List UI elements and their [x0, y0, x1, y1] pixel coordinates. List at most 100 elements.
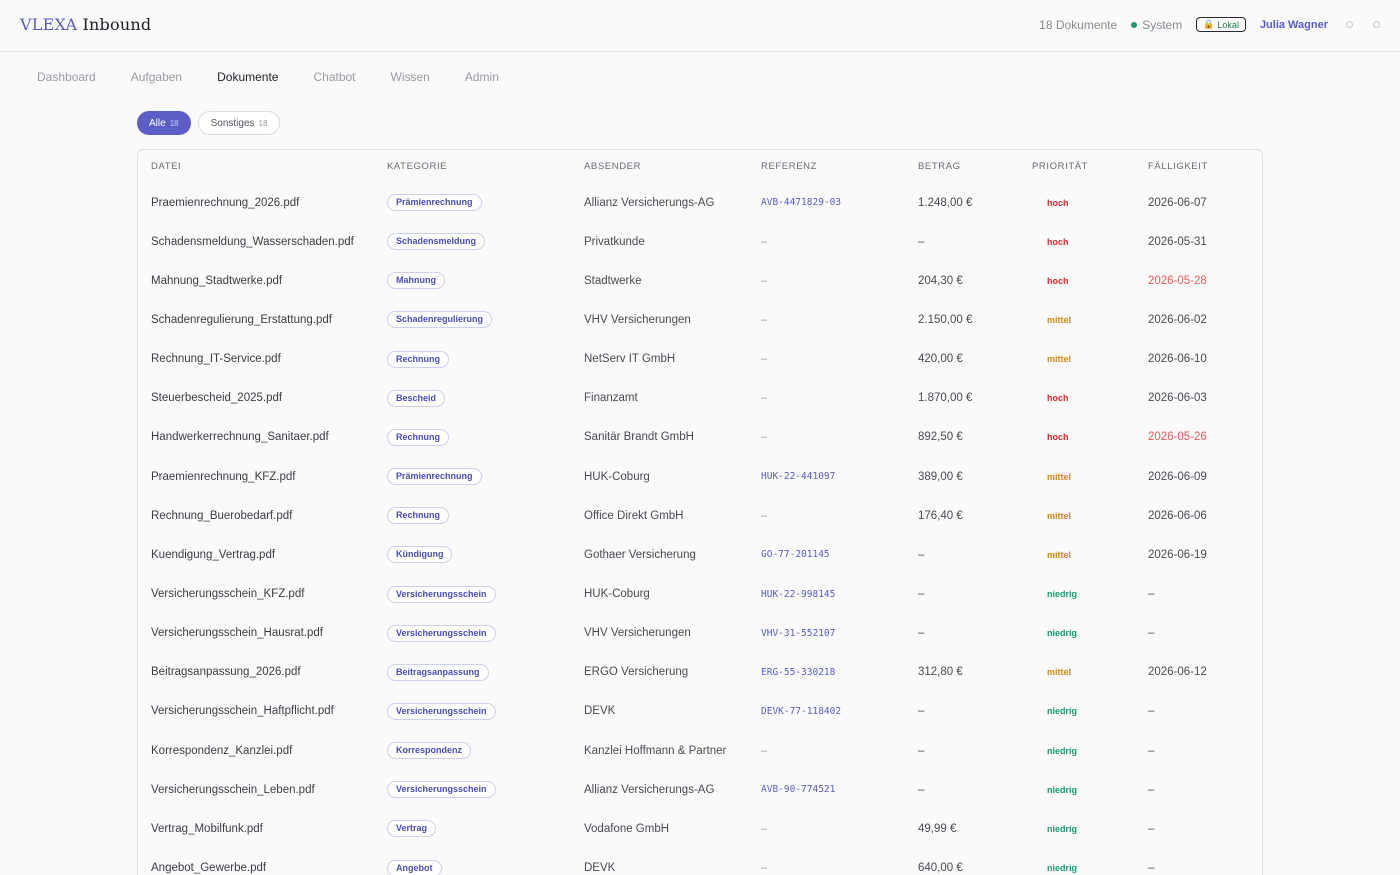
category-badge: Versicherungsschein	[387, 624, 496, 642]
file-name-cell: Versicherungsschein_Hausrat.pdf	[151, 614, 323, 653]
file-name[interactable]: Korrespondenz_Kanzlei.pdf	[151, 744, 293, 757]
amount-cell: 1.870,00 €	[918, 379, 972, 418]
reference: VHV-31-552107	[761, 627, 836, 639]
file-name[interactable]: Steuerbescheid_2025.pdf	[151, 392, 283, 405]
table-row[interactable]: Rechnung_IT-Service.pdf Rechnung NetServ I…	[138, 340, 1262, 379]
file-name-cell: Versicherungsschein_KFZ.pdf	[151, 575, 304, 614]
table-row[interactable]: Handwerkerrechnung_Sanitaer.pdf Rechnung S…	[138, 418, 1262, 457]
file-name[interactable]: Beitragsanpassung_2026.pdf	[151, 666, 301, 679]
reference: –	[761, 862, 768, 875]
due-date-cell: –	[1148, 849, 1154, 875]
file-name[interactable]: Versicherungsschein_Hausrat.pdf	[151, 627, 323, 640]
sender: VHV Versicherungen	[584, 313, 691, 326]
sender: Sanitär Brandt GmbH	[584, 431, 694, 444]
file-name-cell: Praemienrechnung_2026.pdf	[151, 183, 299, 222]
category-badge-cell: Schadenregulierung	[387, 300, 493, 339]
sender-cell: Kanzlei Hoffmann & Partner	[584, 731, 726, 770]
due-date-cell: –	[1148, 614, 1154, 653]
priority-label-cell: hoch	[1041, 222, 1075, 261]
table-row[interactable]: Rechnung_Buerobedarf.pdf Rechnung Office D…	[138, 496, 1262, 535]
priority-label-cell: hoch	[1041, 379, 1075, 418]
tab-chatbot[interactable]: Chatbot	[313, 70, 356, 84]
tab-aufgaben[interactable]: Aufgaben	[130, 70, 183, 84]
app-logo[interactable]: VLEXA Inbound	[20, 15, 151, 34]
file-name[interactable]: Schadensmeldung_Wasserschaden.pdf	[151, 235, 354, 248]
table-row[interactable]: Angebot_Gewerbe.pdf Angebot DEVK – 640,00 € n…	[138, 849, 1262, 875]
file-name[interactable]: Mahnung_Stadtwerke.pdf	[151, 274, 283, 287]
table-row[interactable]: Versicherungsschein_Leben.pdf Versicherun…	[138, 770, 1262, 809]
table-row[interactable]: Praemienrechnung_KFZ.pdf Prämienrechnung H…	[138, 457, 1262, 496]
sender: NetServ IT GmbH	[584, 353, 676, 366]
table-row[interactable]: Versicherungsschein_Haftpflicht.pdf Versi…	[138, 692, 1262, 731]
sender-cell: Office Direkt GmbH	[584, 496, 683, 535]
priority-label-cell: hoch	[1041, 183, 1075, 222]
file-name[interactable]: Schadenregulierung_Erstattung.pdf	[151, 313, 332, 326]
table-row[interactable]: Vertrag_Mobilfunk.pdf Vertrag Vodafone Gmb…	[138, 809, 1262, 848]
table-row[interactable]: Praemienrechnung_2026.pdf Prämienrechnung…	[138, 183, 1262, 222]
table-row[interactable]: Versicherungsschein_Hausrat.pdf Versicher…	[138, 614, 1262, 653]
sender: Privatkunde	[584, 235, 645, 248]
file-name[interactable]: Praemienrechnung_KFZ.pdf	[151, 470, 296, 483]
filter-chip-label: Sonstiges	[210, 117, 255, 129]
sender-cell: NetServ IT GmbH	[584, 340, 675, 379]
tab-dokumente[interactable]: Dokumente	[217, 70, 279, 84]
sender: ERGO Versicherung	[584, 666, 689, 679]
table-row[interactable]: Korrespondenz_Kanzlei.pdf Korrespondenz Ka…	[138, 731, 1262, 770]
reference-cell: –	[761, 731, 767, 770]
due-date-cell: 2026-06-12	[1148, 653, 1207, 692]
amount-cell: 389,00 €	[918, 457, 963, 496]
category-badge-cell: Kündigung	[387, 535, 453, 574]
reference: ERG-55-330218	[761, 666, 836, 678]
file-name[interactable]: Versicherungsschein_KFZ.pdf	[151, 588, 305, 600]
file-name[interactable]: Versicherungsschein_Leben.pdf	[151, 783, 315, 796]
column-header-datei[interactable]: Datei	[151, 161, 182, 172]
category-badge-cell: Vertrag	[387, 809, 437, 848]
tab-dashboard[interactable]: Dashboard	[37, 70, 96, 84]
column-header-faelligkeit[interactable]: Fälligkeit	[1148, 161, 1208, 172]
table-row[interactable]: Versicherungsschein_KFZ.pdf Versicherungs…	[138, 575, 1262, 614]
reference-cell: –	[761, 496, 767, 535]
priority-label: niedrig	[1047, 628, 1078, 639]
filter-chip-sonstiges[interactable]: Sonstiges 18	[197, 111, 281, 135]
table-row[interactable]: Mahnung_Stadtwerke.pdf Mahnung Stadtwerke –…	[138, 261, 1262, 300]
user-name[interactable]: Julia Wagner	[1259, 18, 1328, 31]
column-header-betrag[interactable]: Betrag	[918, 161, 961, 172]
file-name[interactable]: Rechnung_IT-Service.pdf	[151, 353, 281, 366]
column-header-absender[interactable]: Absender	[584, 161, 642, 172]
category-badge: Prämienrechnung	[387, 468, 482, 486]
table-row[interactable]: Kuendigung_Vertrag.pdf Kündigung Gothaer V…	[138, 535, 1262, 574]
file-name[interactable]: Vertrag_Mobilfunk.pdf	[151, 822, 263, 835]
theme-toggle-icon[interactable]	[1346, 21, 1353, 28]
priority-label-cell: mittel	[1041, 653, 1077, 692]
category-badge: Schadensmeldung	[387, 233, 486, 251]
file-name-cell: Mahnung_Stadtwerke.pdf	[151, 261, 282, 300]
file-name-cell: Versicherungsschein_Haftpflicht.pdf	[151, 692, 334, 731]
category-badge-cell: Rechnung	[387, 496, 449, 535]
category-badge: Rechnung	[387, 350, 449, 368]
settings-icon[interactable]	[1373, 21, 1380, 28]
tab-admin[interactable]: Admin	[464, 70, 499, 84]
file-name[interactable]: Angebot_Gewerbe.pdf	[151, 862, 267, 875]
due-date: –	[1148, 588, 1155, 600]
header-status-area: 18 Dokumente System 🔒 Lokal Julia Wagner	[1039, 17, 1380, 32]
table-row[interactable]: Schadenregulierung_Erstattung.pdf Schaden…	[138, 300, 1262, 339]
table-row[interactable]: Beitragsanpassung_2026.pdf Beitragsanpass…	[138, 653, 1262, 692]
file-name-cell: Beitragsanpassung_2026.pdf	[151, 653, 301, 692]
filter-chip-alle[interactable]: Alle 18	[137, 111, 191, 135]
column-header-kategorie[interactable]: Kategorie	[387, 161, 448, 172]
file-name[interactable]: Praemienrechnung_2026.pdf	[151, 196, 300, 209]
priority-label-cell: niedrig	[1041, 731, 1083, 770]
file-name[interactable]: Rechnung_Buerobedarf.pdf	[151, 509, 293, 522]
due-date: 2026-06-02	[1148, 313, 1207, 326]
amount: 312,80 €	[918, 666, 963, 679]
tab-wissen[interactable]: Wissen	[390, 70, 430, 84]
table-row[interactable]: Schadensmeldung_Wasserschaden.pdf Schaden…	[138, 222, 1262, 261]
file-name[interactable]: Versicherungsschein_Haftpflicht.pdf	[151, 705, 334, 718]
column-header-referenz[interactable]: Referenz	[761, 161, 817, 172]
reference-cell: HUK-22-998145	[761, 575, 835, 614]
table-row[interactable]: Steuerbescheid_2025.pdf Bescheid Finanzamt…	[138, 379, 1262, 418]
reference: –	[761, 274, 768, 287]
file-name[interactable]: Kuendigung_Vertrag.pdf	[151, 548, 276, 561]
column-header-prioritaet[interactable]: Priorität	[1032, 161, 1089, 172]
file-name[interactable]: Handwerkerrechnung_Sanitaer.pdf	[151, 431, 329, 444]
